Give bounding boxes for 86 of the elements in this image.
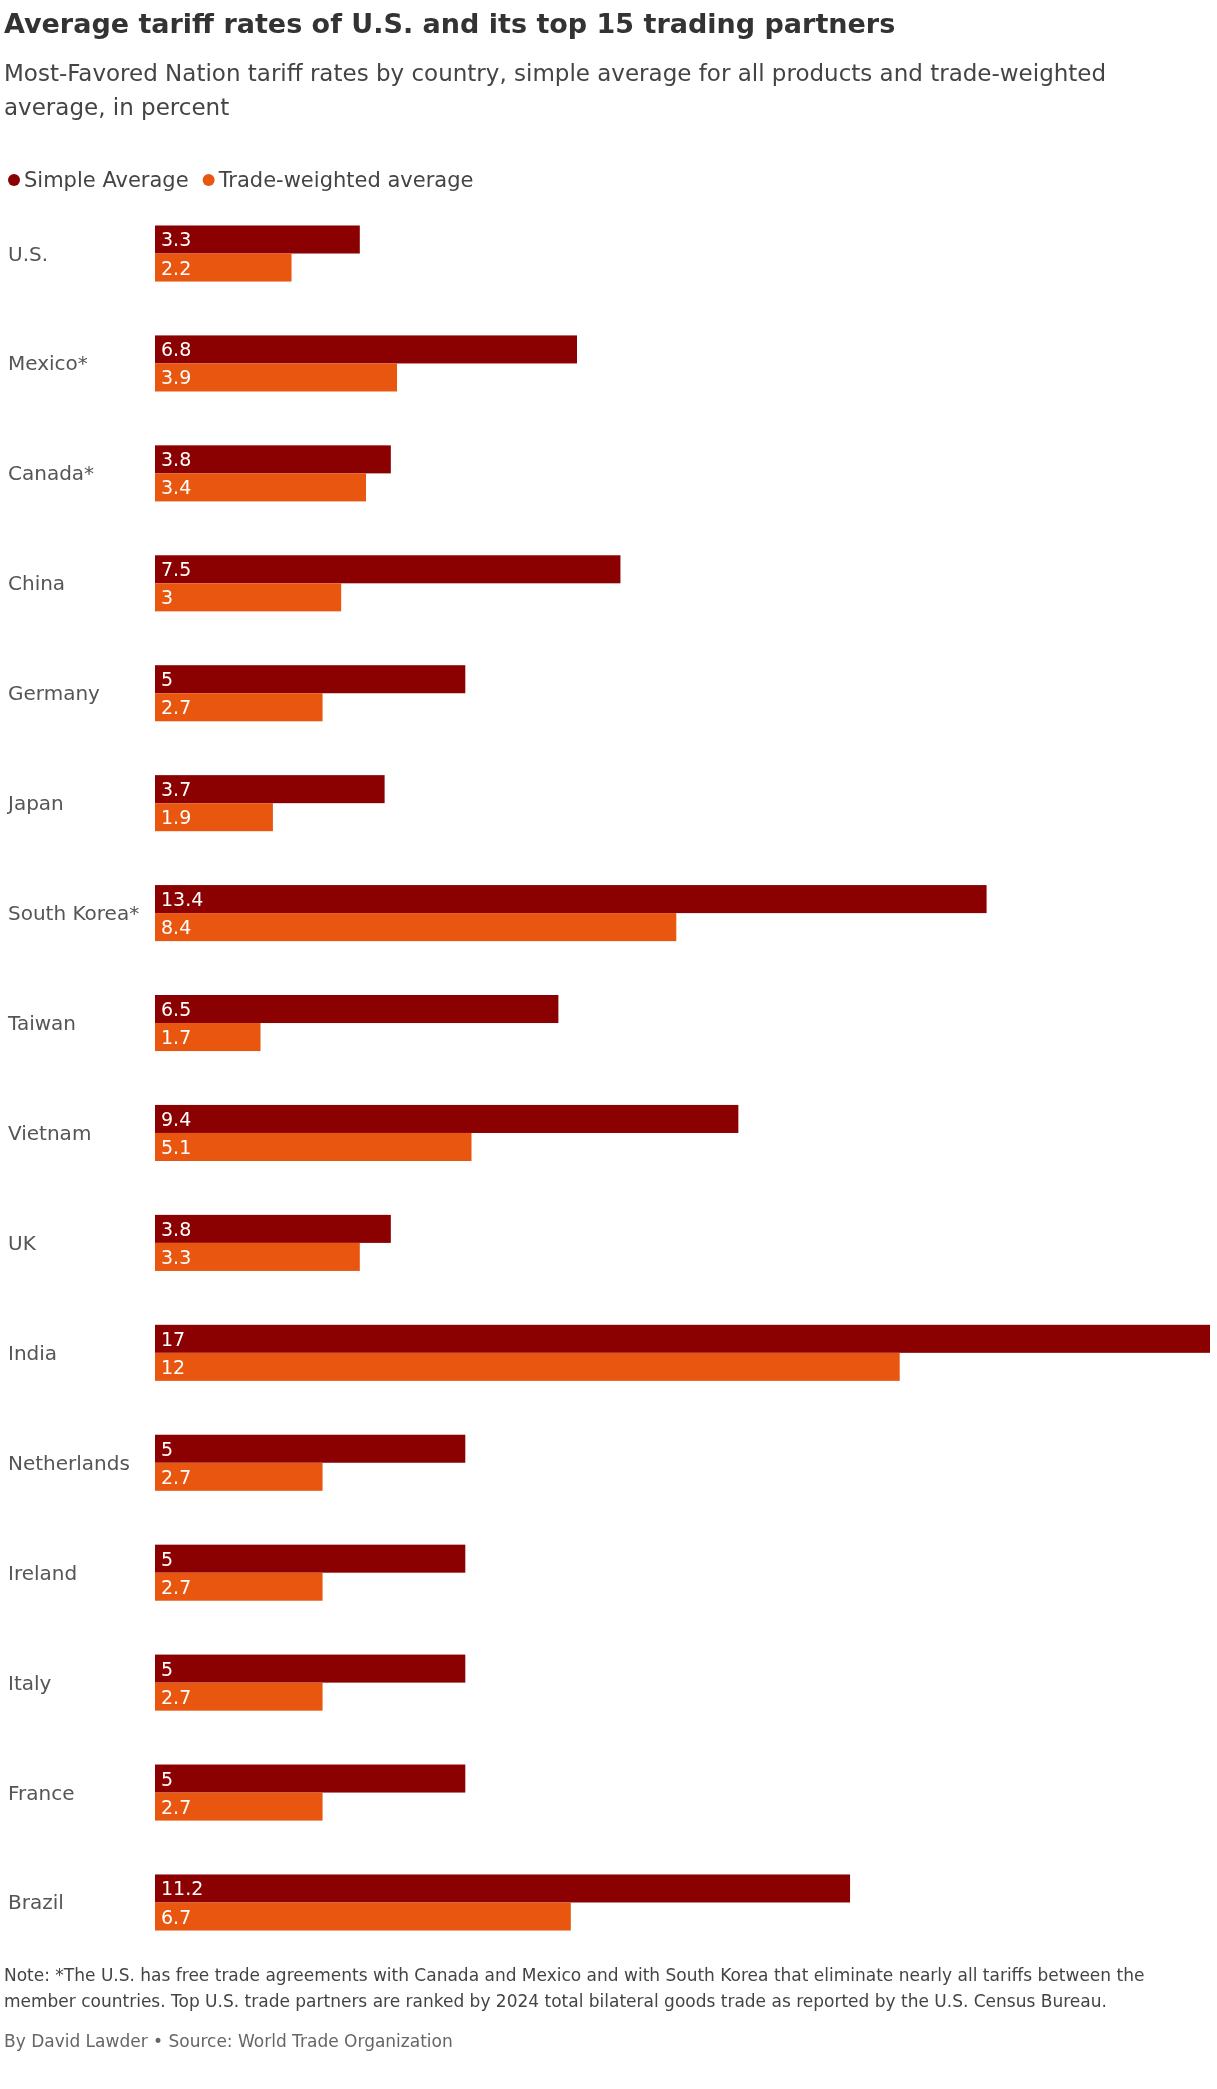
- y-tick-label: Germany: [8, 681, 101, 706]
- y-tick-label: Taiwan: [7, 1011, 77, 1036]
- bar: [155, 253, 292, 282]
- bar: [155, 583, 342, 612]
- bar: [155, 665, 466, 694]
- bar: [155, 913, 677, 942]
- y-tick-label: Canada*: [8, 461, 95, 486]
- bar: [155, 775, 385, 804]
- data-label: 5: [161, 668, 174, 691]
- data-label: 13.4: [161, 888, 204, 911]
- data-label: 3.9: [161, 366, 192, 389]
- text: By David Lawder • Source: World Trade Organization: [4, 2030, 454, 2053]
- data-label: 5.1: [161, 1135, 192, 1158]
- data-label: 2.2: [161, 256, 192, 279]
- bar: [155, 1764, 466, 1793]
- data-label: 6.5: [161, 998, 192, 1021]
- y-tick-label: U.S.: [8, 241, 49, 266]
- y-tick-label: South Korea*: [8, 901, 140, 926]
- bar: [155, 335, 577, 364]
- data-label: 17: [161, 1327, 186, 1350]
- y-tick-label: China: [8, 571, 66, 596]
- y-tick-label: Italy: [8, 1670, 52, 1695]
- data-label: 9.4: [161, 1107, 192, 1130]
- data-label: 2.7: [161, 1685, 192, 1708]
- data-label: 1.9: [161, 806, 192, 829]
- data-label: 3.8: [161, 1217, 192, 1240]
- bar: [155, 995, 559, 1024]
- bar: [155, 1682, 323, 1711]
- bar: [155, 1434, 466, 1463]
- y-tick-label: Netherlands: [8, 1450, 130, 1475]
- bar: [155, 1544, 466, 1573]
- legend-label: Trade-weighted average: [217, 168, 474, 192]
- data-label: 5: [161, 1437, 174, 1460]
- y-tick-label: Japan: [6, 791, 64, 816]
- bar: [155, 1792, 323, 1821]
- data-label: 2.7: [161, 696, 192, 719]
- data-label: 6.7: [161, 1905, 192, 1928]
- chart-title: Average tariff rates of U.S. and its top 15 trading partners: [4, 8, 896, 39]
- bar: [155, 1132, 472, 1161]
- data-label: 7.5: [161, 558, 192, 581]
- bar: [155, 803, 273, 832]
- bar: [155, 693, 323, 722]
- bar: [155, 1023, 261, 1052]
- bar: [155, 1572, 323, 1601]
- data-label: 2.7: [161, 1465, 192, 1488]
- data-label: 3.8: [161, 448, 192, 471]
- data-label: 8.4: [161, 916, 192, 939]
- y-tick-label: India: [8, 1340, 58, 1365]
- data-label: 6.8: [161, 338, 192, 361]
- y-tick-label: Ireland: [8, 1560, 78, 1585]
- y-tick-label: Vietnam: [8, 1120, 92, 1145]
- data-label: 1.7: [161, 1026, 192, 1049]
- data-label: 2.7: [161, 1795, 192, 1818]
- data-label: 3.7: [161, 778, 192, 801]
- bar: [155, 225, 360, 254]
- bar: [155, 1352, 900, 1381]
- bar: [155, 885, 987, 914]
- data-label: 5: [161, 1767, 174, 1790]
- bar: [155, 1902, 571, 1931]
- bar: [155, 1214, 391, 1243]
- data-label: 5: [161, 1547, 174, 1570]
- bar: [155, 1242, 360, 1271]
- bar: [155, 1104, 739, 1133]
- bar: [155, 1874, 851, 1903]
- bar: [155, 1462, 323, 1491]
- chart-subtitle: Most-Favored Nation tariff rates by country, simple average for all products and trade-weighted average, in percent: [4, 59, 1108, 122]
- data-label: 2.7: [161, 1575, 192, 1598]
- bar: [155, 1324, 1210, 1353]
- bar: [155, 445, 391, 474]
- y-tick-label: France: [8, 1780, 75, 1805]
- data-label: 3.3: [161, 228, 192, 251]
- data-label: 5: [161, 1657, 174, 1680]
- bar: [155, 473, 366, 502]
- legend-label: Simple Average: [24, 168, 189, 192]
- y-tick-label: Brazil: [8, 1890, 64, 1915]
- data-label: 3.3: [161, 1245, 192, 1268]
- data-label: 3: [161, 586, 174, 609]
- data-label: 12: [161, 1355, 186, 1378]
- data-label: 11.2: [161, 1877, 204, 1900]
- bar: [155, 1654, 466, 1683]
- bar: [155, 363, 398, 392]
- y-tick-label: UK: [8, 1230, 37, 1255]
- text: Note: *The U.S. has free trade agreements with Canada and Mexico and with South Korea that eliminate nearly all tariffs between the member countries. Top U.S. trade partners are ranked by 2024 total bilateral goods trade as reported by the U.S. Census Bureau.: [4, 1964, 1146, 2013]
- y-tick-label: Mexico*: [8, 351, 88, 376]
- bar: [155, 555, 621, 584]
- data-label: 3.4: [161, 476, 192, 499]
